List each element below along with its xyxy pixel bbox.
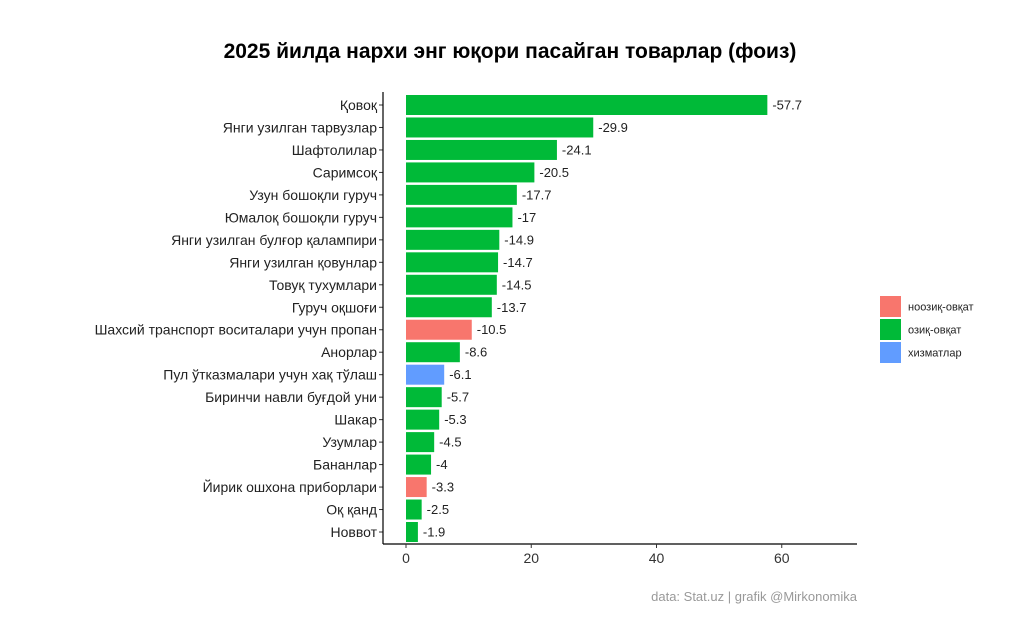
- category-label: Саримсоқ: [313, 164, 378, 180]
- category-label: Юмалоқ бошоқли гуруч: [225, 209, 377, 225]
- category-label: Новвот: [330, 524, 377, 540]
- bar-value-label: -17: [517, 210, 536, 225]
- bar: [406, 409, 440, 430]
- bar-value-label: -10.5: [477, 322, 507, 337]
- category-label: Янги узилган қовунлар: [229, 254, 377, 270]
- bar: [406, 162, 535, 183]
- bar-value-label: -3.3: [432, 480, 454, 495]
- category-label: Янги узилган булғор қалампири: [171, 232, 377, 248]
- category-label: Анорлар: [321, 344, 377, 360]
- legend-swatch: [880, 319, 901, 340]
- x-tick-label: 60: [774, 550, 790, 566]
- bar: [406, 252, 499, 273]
- bar-value-label: -8.6: [465, 345, 487, 360]
- bar-value-label: -24.1: [562, 142, 592, 157]
- legend-swatch: [880, 296, 901, 317]
- legend-label: озиқ-овқат: [908, 325, 961, 337]
- axes-layer: 0 20 40 60: [382, 92, 857, 566]
- bar: [406, 364, 445, 385]
- bar: [406, 207, 513, 228]
- bar-value-label: -14.7: [503, 255, 533, 270]
- category-label: Шафтолилар: [292, 142, 378, 158]
- bar: [406, 319, 472, 340]
- bar: [406, 477, 427, 498]
- category-label: Бананлар: [313, 457, 377, 473]
- legend-label: ноозиқ-овқат: [908, 302, 974, 314]
- category-label: Товуқ тухумлари: [269, 277, 377, 293]
- bar: [406, 95, 768, 115]
- bar: [406, 229, 500, 250]
- category-label: Янги узилган тарвузлар: [223, 119, 377, 135]
- category-label: Гуруч оқшоғи: [292, 299, 377, 315]
- bar-value-label: -5.7: [447, 390, 469, 405]
- legend-swatch: [880, 342, 901, 363]
- bar-value-label: -14.9: [504, 232, 534, 247]
- bar-value-label: -2.5: [427, 502, 449, 517]
- bar-value-label: -4: [436, 457, 448, 472]
- bar: [406, 432, 435, 453]
- bar-value-label: -1.9: [423, 525, 445, 540]
- bar: [406, 522, 418, 542]
- category-label: Шахсий транспорт воситалари учун пропан: [95, 322, 377, 338]
- legend-label: хизматлар: [908, 348, 962, 360]
- bar: [406, 139, 557, 160]
- bar: [406, 499, 422, 520]
- bar: [406, 297, 492, 318]
- legend: ноозиқ-овқат озиқ-овқат хизматлар: [880, 296, 974, 363]
- bar-value-label: -14.5: [502, 277, 532, 292]
- x-tick-label: 0: [402, 550, 410, 566]
- bar: [406, 184, 517, 205]
- category-label: Пул ўтказмалари учун хақ тўлаш: [163, 367, 377, 383]
- bar: [406, 117, 594, 138]
- bar: [406, 387, 442, 408]
- bar-value-label: -13.7: [497, 300, 527, 315]
- category-label: Қовоқ: [340, 97, 378, 113]
- category-label: Биринчи навли буғдой уни: [205, 389, 377, 405]
- category-label: Узун бошоқли гуруч: [249, 187, 377, 203]
- bar-value-label: -57.7: [772, 98, 802, 113]
- bar-value-label: -17.7: [522, 187, 552, 202]
- x-tick-label: 40: [649, 550, 665, 566]
- chart-caption: data: Stat.uz | grafik @Mirkonomika: [651, 589, 858, 604]
- bar-value-label: -29.9: [598, 120, 628, 135]
- bar-value-label: -20.5: [539, 165, 569, 180]
- chart-title: 2025 йилда нархи энг юқори пасайган това…: [224, 40, 797, 63]
- bar: [406, 454, 432, 475]
- bar: [406, 342, 460, 363]
- category-label: Йирик ошхона приборлари: [203, 478, 377, 495]
- category-label: Оқ қанд: [326, 502, 377, 518]
- bar-value-label: -4.5: [439, 435, 461, 450]
- bar: [406, 274, 497, 295]
- category-label: Узумлар: [322, 434, 377, 450]
- bar-value-label: -5.3: [444, 412, 466, 427]
- category-label: Шакар: [334, 412, 377, 428]
- bars-layer: -57.7 Қовоқ -29.9 Янги узилган тарвузлар -24…: [95, 95, 802, 542]
- x-tick-label: 20: [523, 550, 539, 566]
- bar-value-label: -6.1: [449, 367, 471, 382]
